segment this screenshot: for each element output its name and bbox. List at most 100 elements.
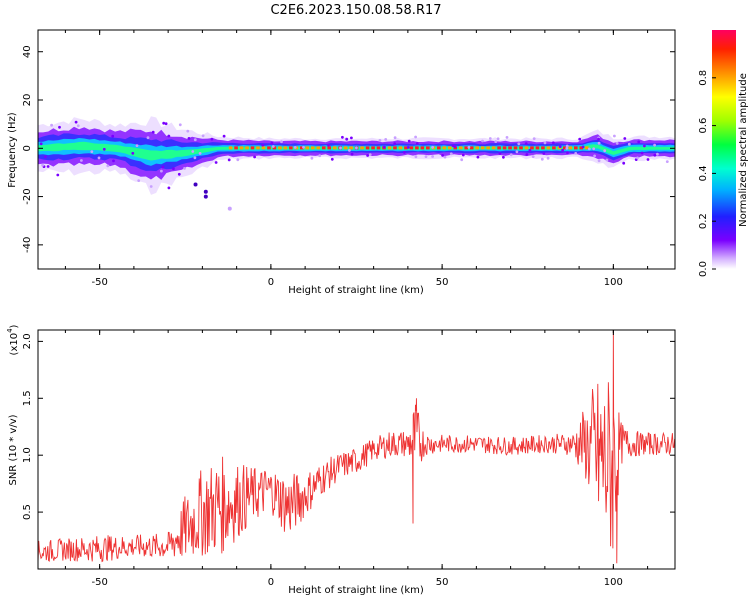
spectrogram-speckle [368,153,372,157]
spectrogram-core-cell [535,146,540,150]
spectrogram-speckle [565,146,569,150]
spectrogram-core-cell [305,146,310,150]
spectrogram-core-cell [272,146,277,150]
spectrogram-speckle [623,137,627,140]
spectrogram-speckle [330,157,334,161]
spectrogram-core-cell [502,146,507,150]
spectrogram-speckle [622,161,626,165]
spectrogram-core-cell [250,146,255,150]
spectrogram-speckle [424,155,428,159]
snr-y-tick-label: 1.0 [22,447,33,463]
spectrogram-speckle [198,152,202,155]
spectrogram-speckle [345,137,349,141]
colorbar-tick-label: 0.0 [698,261,709,277]
spectrogram-speckle [106,164,110,168]
spectrogram-speckle [565,144,569,148]
spectrogram-speckle [467,145,471,149]
spectrogram-speckle [201,134,205,138]
spectrogram-speckle [191,150,195,153]
spectrogram-core-cell [469,146,474,150]
spectrogram-speckle [302,145,305,149]
spectrogram-speckle [592,147,596,151]
spectrogram-speckle [509,153,513,157]
spectrogram-speckle [310,156,314,160]
spectrogram-speckle [524,142,528,146]
spectrogram-speckle [293,146,297,149]
spectrogram-core-cell [530,146,534,150]
spectrogram-core-cell [310,146,315,150]
spectrogram-speckle [137,179,141,183]
spectrogram-speckle [210,137,214,141]
spectrogram-ticks: -50 0 50 100 -40 -20 0 20 40 [22,30,675,288]
spectrogram-core-cell [426,146,430,150]
snr-x-tick-label: -50 [91,577,107,588]
svg-text:(x104): (x104) [6,324,20,355]
snr-series-line [38,330,675,564]
spectrogram-speckle [603,149,607,153]
snr-y-tick-label: 1.5 [22,390,33,406]
spectrogram-core-cell [316,146,321,150]
spectrogram-speckle [531,155,535,159]
spectrogram-speckle [149,185,153,188]
snr-multiplier-exp: 4 [6,328,14,333]
spectrogram-speckle [653,143,656,147]
spectrogram-speckle [56,173,60,177]
spectrogram-speckle [460,158,464,162]
spectrogram-core-cell [486,146,490,150]
spectrogram-core-cell [568,146,573,150]
spectrogram-core-cell [245,146,249,150]
spectrogram-speckle [151,130,155,134]
spectrogram-core-cell [261,146,266,150]
spectrogram-speckle [525,153,529,156]
spectrogram-core-cell [579,146,584,150]
spectrogram-core-cell [557,146,562,150]
spectrogram-speckle [111,134,115,138]
spectrogram-core-cell [447,146,452,150]
spectrogram-speckle [236,158,240,162]
spectrogram-speckle [280,140,283,144]
spectrogram-speckle [172,167,175,171]
spectrogram-speckle [366,154,369,157]
snr-x-tick-label: 100 [604,577,623,588]
spectrogram-core-cell [458,146,463,150]
spectrogram-speckle [505,136,509,139]
spectrogram-speckle [481,139,484,143]
spectrogram-speckle [167,186,171,190]
spectrogram-speckle [528,148,532,152]
spectrogram-speckle [382,145,386,149]
spectrogram-y-axis-label: Frequency (Hz) [7,112,18,188]
spectrogram-core-cell [409,146,414,150]
spectrogram-core-cell [371,146,375,150]
spectrogram-x-tick-label: 0 [268,277,274,288]
spectrogram-speckle [566,151,569,155]
spectrogram-core-cell [332,146,337,150]
snr-y-tick-label: 2.0 [22,333,33,349]
spectrogram-speckle [546,156,550,160]
spectrogram-speckle [407,139,411,143]
spectrogram-band-level-1 [38,126,675,180]
spectrogram-speckle [193,138,197,142]
spectrogram-speckle [227,158,231,162]
spectrogram-speckle [551,141,555,145]
spectrogram-speckle [187,137,191,140]
spectrogram-core-cell [541,146,545,150]
snr-plot-area [38,330,675,569]
spectrogram-core-cell [256,146,260,150]
spectrogram-speckle [496,137,500,141]
spectrogram-speckle [339,146,342,150]
spectrogram-speckle [348,149,351,152]
spectrogram-speckle [90,150,94,154]
spectrogram-core-cell [573,146,578,150]
spectrogram-y-tick-label: 40 [22,45,33,58]
spectrogram-speckle [581,145,585,149]
spectrogram-speckle [597,159,601,163]
spectrogram-speckle [540,157,544,161]
spectrogram-core-cell [365,146,370,150]
spectrogram-core-cell [289,146,293,150]
spectrogram-core-cell [300,146,304,150]
colorbar-label: Normalized spectral amplitude [738,73,749,227]
colorbar-ticks: 0.0 0.2 0.4 0.6 0.8 [698,70,716,277]
spectrogram-core-cell [234,146,238,150]
spectrogram-frame [37,29,676,270]
spectrogram-speckle [102,147,106,151]
